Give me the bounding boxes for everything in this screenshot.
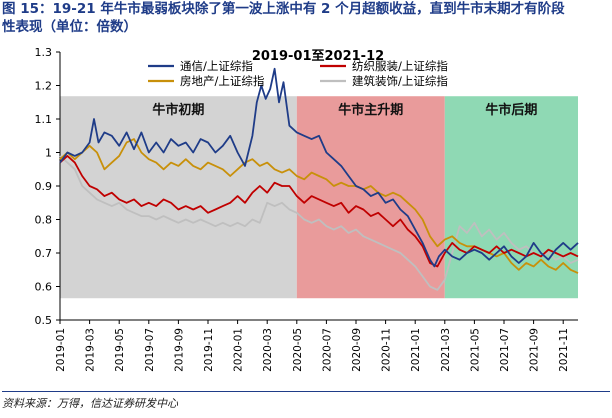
source-note: 资料来源：万得，信达证券研发中心: [2, 391, 610, 411]
x-tick-label: 2020-09: [351, 328, 363, 372]
y-tick-label: 0.8: [35, 214, 53, 227]
x-tick-label: 2020-01: [233, 328, 245, 372]
x-tick-label: 2020-11: [381, 328, 393, 372]
x-tick-label: 2021-09: [529, 328, 541, 372]
phase-label-3: 牛市后期: [485, 102, 537, 118]
x-tick-label: 2019-03: [85, 328, 97, 372]
phase-label-2: 牛市主升期: [338, 102, 403, 118]
y-tick-label: 1.3: [35, 46, 53, 59]
x-tick-label: 2020-03: [262, 328, 274, 372]
x-tick-label: 2021-07: [499, 328, 511, 372]
chart-container: 牛市初期 牛市主升期 牛市后期 0.5 0.6 0.7 0.8 0.9 1 1.1 1.2 1.3 …: [0, 40, 612, 388]
chart-title: 2019-01至2021-12: [252, 49, 384, 64]
figure-heading: 图 15：19-21 年牛市最弱板块除了第一波上涨中有 2 个月超额收益，直到牛…: [2, 0, 610, 36]
x-tick-label: 2021-11: [558, 328, 570, 372]
legend-label-4: 建筑装饰/上证综指: [352, 74, 448, 88]
y-tick-label: 1: [45, 147, 52, 160]
phase-band-3: [444, 96, 578, 299]
y-tick-label: 0.9: [35, 180, 53, 193]
phase-labels: 牛市初期 牛市主升期 牛市后期: [152, 102, 537, 118]
series-line-4: [59, 155, 579, 291]
x-tick-label: 2021-05: [469, 328, 481, 372]
series-lines: [59, 67, 579, 291]
y-tick-label: 1.2: [35, 80, 53, 93]
series-line-1: [59, 67, 579, 268]
x-tick-label: 2019-09: [173, 328, 185, 372]
figure-title-line-2: 性表现（单位：倍数）: [2, 19, 137, 35]
y-tick-label: 0.6: [35, 281, 53, 294]
y-axis-ticks: 0.5 0.6 0.7 0.8 0.9 1 1.1 1.2 1.3: [35, 46, 60, 327]
legend-label-3: 房地产/上证综指: [180, 74, 264, 88]
y-tick-label: 0.7: [35, 247, 53, 260]
x-tick-label: 2019-01: [55, 328, 67, 372]
series-line-2: [59, 155, 579, 268]
phase-band-1: [60, 96, 297, 299]
phase-bands: [60, 96, 578, 299]
x-axis-ticks: 2019-01 2019-03 2019-05 2019-07 2019-09 2019-…: [55, 320, 570, 372]
y-tick-label: 0.5: [35, 314, 53, 327]
figure-title-line-1: 图 15：19-21 年牛市最弱板块除了第一波上涨中有 2 个月超额收益，直到牛…: [2, 1, 565, 17]
phase-label-1: 牛市初期: [152, 102, 204, 118]
phase-band-2: [296, 96, 445, 299]
series-line-3: [59, 138, 579, 274]
x-tick-label: 2020-05: [292, 328, 304, 372]
x-tick-label: 2021-01: [410, 328, 422, 372]
x-tick-label: 2021-03: [440, 328, 452, 372]
x-tick-label: 2019-11: [203, 328, 215, 372]
y-tick-label: 1.1: [35, 113, 53, 126]
x-tick-label: 2020-07: [321, 328, 333, 372]
x-tick-label: 2019-07: [144, 328, 156, 372]
legend-label-1: 通信/上证综指: [180, 59, 253, 73]
x-tick-label: 2019-05: [114, 328, 126, 372]
legend-label-2: 纺织服装/上证综指: [352, 59, 448, 73]
line-chart: 牛市初期 牛市主升期 牛市后期 0.50.60.70.80.911.11.21.3 …: [35, 46, 579, 372]
